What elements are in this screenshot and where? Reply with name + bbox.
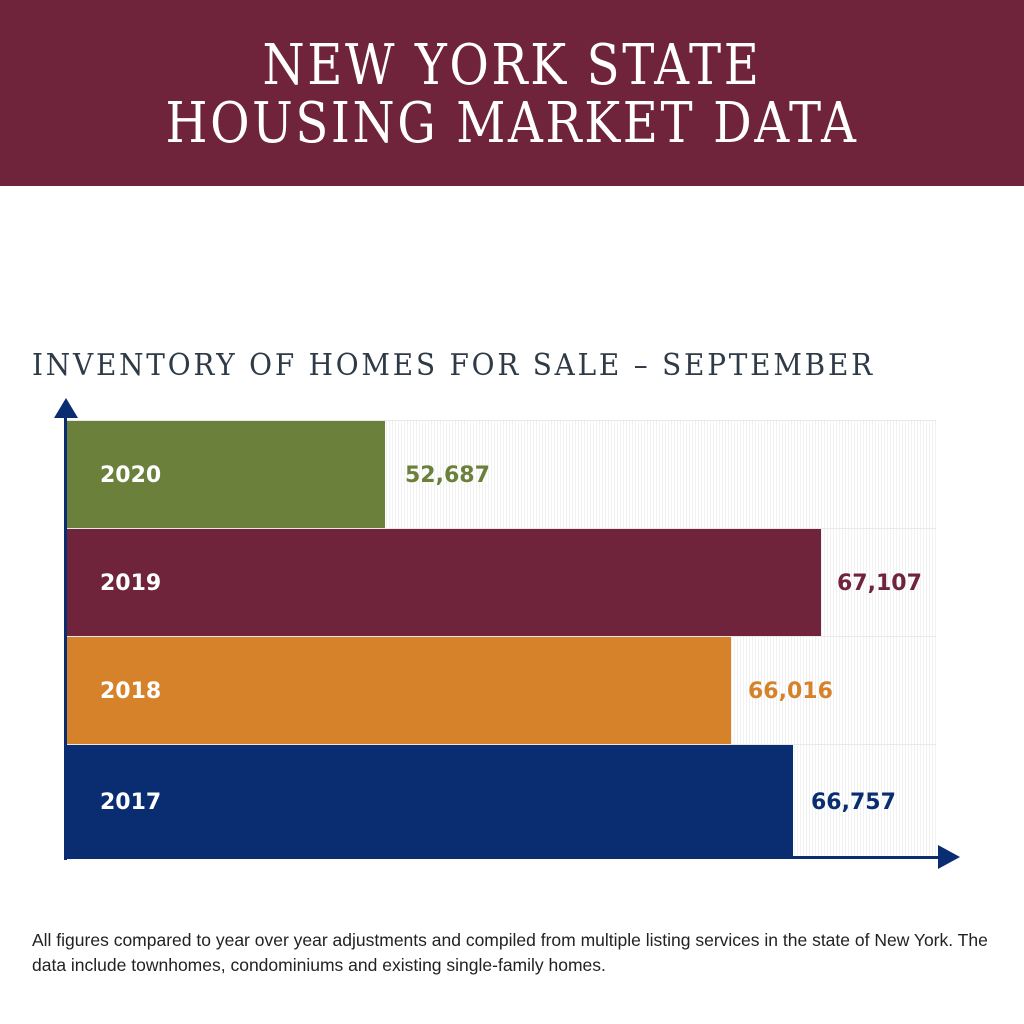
bar-value-label: 67,107 [837, 570, 922, 596]
bar-row-2017: 2017 66,757 [66, 744, 936, 859]
bar-2019 [66, 529, 821, 637]
header-banner: NEW YORK STATE HOUSING MARKET DATA [0, 0, 1024, 186]
bar-2020 [66, 421, 385, 529]
page-title-line1: NEW YORK STATE [262, 33, 762, 98]
bar-chart: 2020 52,687 2019 67,107 2018 66,016 2017… [66, 420, 936, 860]
bar-value-label: 66,757 [811, 789, 896, 815]
chart-title: INVENTORY OF HOMES FOR SALE – SEPTEMBER [32, 348, 875, 383]
page-title-line2: HOUSING MARKET DATA [165, 91, 859, 156]
bar-year-label: 2019 [100, 570, 162, 596]
x-axis-line [64, 856, 944, 859]
bar-row-2018: 2018 66,016 [66, 636, 936, 745]
bar-year-label: 2018 [100, 678, 162, 704]
y-axis-line [64, 414, 67, 860]
y-axis-arrow-icon [54, 398, 78, 418]
x-axis-arrow-icon [938, 845, 960, 869]
bar-value-label: 52,687 [405, 462, 490, 488]
footnote: All figures compared to year over year a… [32, 930, 988, 975]
bar-2018 [66, 637, 731, 745]
bar-row-2020: 2020 52,687 [66, 420, 936, 529]
bar-2017 [66, 745, 793, 859]
bar-year-label: 2017 [100, 789, 162, 815]
bar-value-label: 66,016 [748, 678, 833, 704]
bar-year-label: 2020 [100, 462, 162, 488]
bar-row-2019: 2019 67,107 [66, 528, 936, 637]
